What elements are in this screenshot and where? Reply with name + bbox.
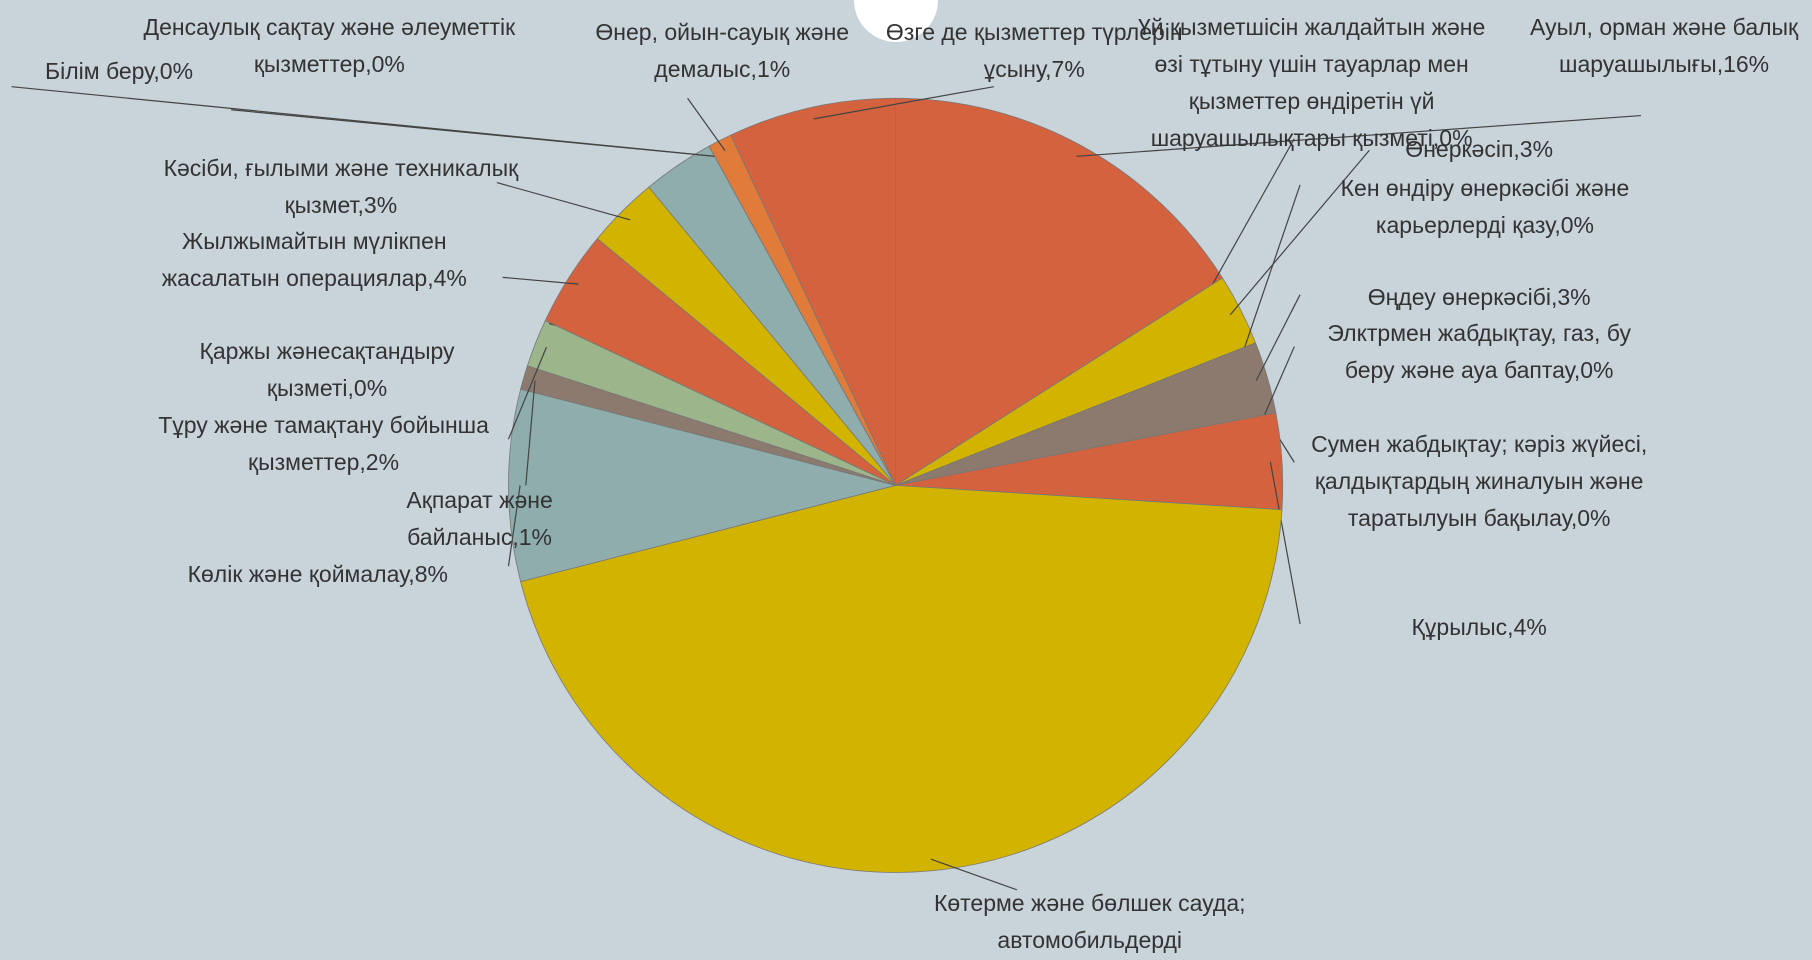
leader-line	[1263, 346, 1295, 416]
pie-slice	[895, 97, 1224, 487]
slice-label: Жылжымайтын мүлікпен жасалатын операциял…	[161, 228, 467, 292]
pie-slice	[508, 388, 896, 583]
slice-label: Қаржы жәнесақтандыру қызметі,0%	[199, 337, 455, 401]
slice-label: Ауыл, орман және балық шаруашылығы,16%	[1530, 14, 1799, 78]
decoration	[854, 0, 938, 42]
slice-label: Кәсіби, ғылыми және техникалық қызмет,3%	[163, 155, 519, 219]
leader-line	[507, 485, 521, 567]
slice-label: Көтерме және бөлшек сауда; автомобильдер…	[933, 890, 1246, 954]
slice-label: Тұру және тамақтану бойынша қызметтер,2%	[158, 411, 489, 475]
pie-slice	[730, 97, 896, 486]
slice-label: Элктрмен жабдықтау, газ, бу беру және ау…	[1327, 320, 1631, 384]
slice-label: Құрылыс,4%	[1411, 614, 1547, 640]
slice-label: Денсаулық сақтау және әлеуметтік қызметт…	[143, 14, 516, 78]
leader-line	[930, 858, 1018, 891]
leader-line	[1269, 461, 1301, 625]
leader-line	[1244, 184, 1301, 348]
leader-line	[231, 109, 715, 157]
slice-label: Өнеркәсіп,3%	[1405, 135, 1554, 162]
leader-line	[813, 86, 994, 120]
leader-line	[525, 380, 536, 486]
slice-label: Сумен жабдықтау; кәріз жүйесі, қалдықтар…	[1311, 431, 1648, 532]
leader-line	[1212, 138, 1295, 285]
slice-label: Өнер, ойын-сауық және демалыс,1%	[595, 18, 850, 82]
pie-slice	[520, 484, 1283, 873]
leader-line	[1255, 294, 1301, 381]
leader-line	[687, 97, 726, 152]
leader-line	[1076, 114, 1642, 157]
slice-label: Ақпарат және байланыс,1%	[406, 486, 553, 550]
slice-label: Өңдеу өнеркәсібі,3%	[1367, 283, 1591, 310]
slice-label: Кен өндіру өнеркәсібі және карьерлерді қ…	[1340, 174, 1630, 238]
leader-line	[507, 346, 548, 440]
slice-label: Білім беру,0%	[45, 58, 194, 85]
slice-label: Үй қызметшісін жалдайтын және өзі тұтыну…	[1137, 14, 1486, 152]
slice-label: Көлік және қоймалау,8%	[187, 560, 448, 587]
leader-line	[1229, 149, 1370, 316]
leader-line	[496, 182, 631, 221]
slice-label: Өзге де қызметтер түрлерін ұсыну,7%	[885, 18, 1183, 82]
leader-line	[502, 276, 579, 285]
